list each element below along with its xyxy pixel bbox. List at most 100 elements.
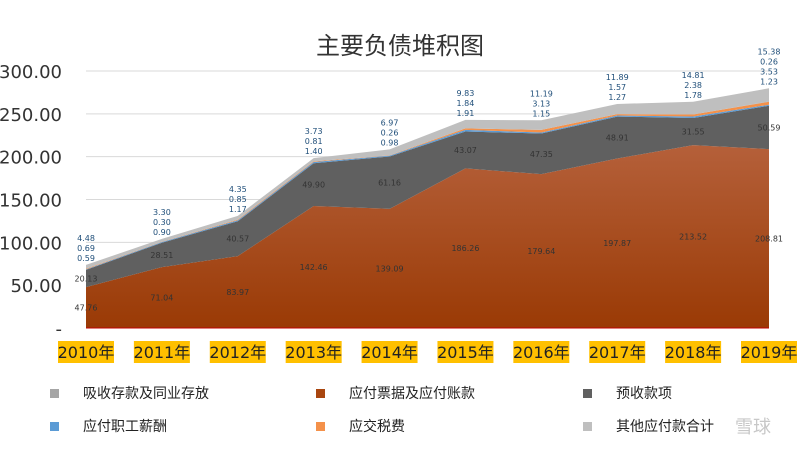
- data-label: 28.51: [150, 251, 173, 260]
- data-label: 6.97: [381, 118, 399, 127]
- data-label: 83.97: [226, 288, 249, 297]
- y-tick-label: 100.00: [0, 233, 62, 254]
- legend-swatch: [583, 421, 592, 431]
- data-label: 1.91: [457, 109, 475, 118]
- data-label: 1.57: [608, 83, 626, 92]
- legend-swatch: [50, 388, 59, 398]
- data-label: 3.30: [153, 208, 171, 217]
- legend-item: 应付票据及应付账款: [316, 383, 475, 403]
- legend-swatch: [316, 421, 325, 431]
- legend-label: 吸收存款及同业存放: [83, 386, 209, 402]
- data-label: 50.59: [758, 123, 781, 132]
- data-label: 3.53: [760, 67, 778, 76]
- legend-swatch: [316, 388, 325, 398]
- data-label: 0.90: [153, 228, 171, 237]
- data-label: 3.73: [305, 127, 323, 136]
- data-label: 43.07: [454, 146, 477, 155]
- chart-title: 主要负债堆积图: [316, 32, 484, 60]
- x-tick-bg: [437, 341, 494, 363]
- x-tick-bg: [361, 341, 418, 363]
- legend-item: 预收款项: [583, 383, 672, 403]
- y-tick-label: 300.00: [0, 62, 62, 83]
- legend-swatch: [50, 421, 59, 431]
- data-label: 14.81: [682, 71, 705, 80]
- legend-item: 其他应付款合计: [583, 416, 714, 436]
- x-tick-label: 2011年: [134, 343, 191, 362]
- data-label: 11.19: [530, 89, 553, 98]
- x-tick-label: 2010年: [58, 343, 115, 362]
- y-tick-label: 150.00: [0, 191, 62, 212]
- legend-swatch: [583, 388, 592, 398]
- x-tick-bg: [665, 341, 722, 363]
- data-label: 0.26: [381, 128, 399, 137]
- data-label: 213.52: [679, 233, 707, 242]
- legend-label: 应付职工薪酬: [83, 419, 167, 435]
- data-label: 0.59: [77, 254, 95, 263]
- data-label: 4.35: [229, 185, 247, 194]
- data-label: 186.26: [451, 244, 479, 253]
- x-tick-label: 2015年: [437, 343, 494, 362]
- data-label: 31.55: [682, 128, 705, 137]
- data-label: 1.40: [305, 147, 323, 156]
- area-series-5: [86, 88, 769, 269]
- data-label: 2.38: [684, 81, 702, 90]
- data-label: 1.17: [229, 205, 247, 214]
- x-tick-bg: [209, 341, 266, 363]
- area-series-0: [86, 145, 769, 328]
- area-series-1: [86, 105, 769, 288]
- data-label: 40.57: [226, 235, 249, 244]
- data-label: 1.23: [760, 77, 778, 86]
- data-label: 0.85: [229, 195, 247, 204]
- legend-label: 其他应付款合计: [616, 419, 714, 435]
- x-tick-label: 2019年: [741, 343, 798, 362]
- x-tick-label: 2012年: [209, 343, 266, 362]
- data-label: 3.13: [532, 99, 550, 108]
- x-tick-bg: [513, 341, 570, 363]
- x-tick-label: 2013年: [285, 343, 342, 362]
- data-label: 142.46: [300, 263, 328, 272]
- data-label: 1.84: [457, 99, 475, 108]
- data-label: 11.89: [606, 73, 629, 82]
- data-label: 4.48: [77, 234, 95, 243]
- legend-item: 吸收存款及同业存放: [50, 383, 209, 403]
- x-tick-bg: [741, 341, 797, 363]
- legend-label: 应交税费: [349, 419, 405, 435]
- data-label: 1.78: [684, 91, 702, 100]
- data-label: 0.81: [305, 137, 323, 146]
- x-tick-bg: [285, 341, 342, 363]
- data-label: 48.91: [606, 134, 629, 143]
- x-tick-label: 2017年: [589, 343, 646, 362]
- data-label: 47.76: [75, 304, 98, 313]
- data-label: 15.38: [758, 47, 781, 56]
- data-label: 49.90: [302, 181, 325, 190]
- data-label: 61.16: [378, 179, 401, 188]
- data-label: 0.30: [153, 218, 171, 227]
- data-label: 0.26: [760, 57, 778, 66]
- watermark: 雪球: [735, 417, 771, 438]
- data-label: 197.87: [603, 239, 631, 248]
- x-tick-label: 2014年: [361, 343, 418, 362]
- data-label: 71.04: [150, 294, 173, 303]
- y-tick-label: -: [56, 319, 63, 340]
- data-label: 47.35: [530, 150, 553, 159]
- x-tick-label: 2016年: [513, 343, 570, 362]
- data-label: 139.09: [376, 264, 404, 273]
- data-label: 9.83: [457, 89, 475, 98]
- data-label: 208.81: [755, 235, 783, 244]
- legend-item: 应交税费: [316, 416, 405, 436]
- y-tick-label: 250.00: [0, 105, 62, 126]
- x-tick-bg: [133, 341, 190, 363]
- y-tick-label: 50.00: [10, 276, 62, 297]
- x-tick-label: 2018年: [665, 343, 722, 362]
- data-label: 179.64: [527, 247, 555, 256]
- data-label: 1.15: [532, 109, 550, 118]
- data-label: 1.27: [608, 93, 626, 102]
- x-tick-bg: [589, 341, 646, 363]
- x-tick-bg: [58, 341, 114, 363]
- legend-item: 应付职工薪酬: [50, 416, 167, 436]
- data-label: 20.13: [75, 274, 98, 283]
- data-label: 0.98: [381, 138, 399, 147]
- legend-label: 应付票据及应付账款: [349, 386, 475, 402]
